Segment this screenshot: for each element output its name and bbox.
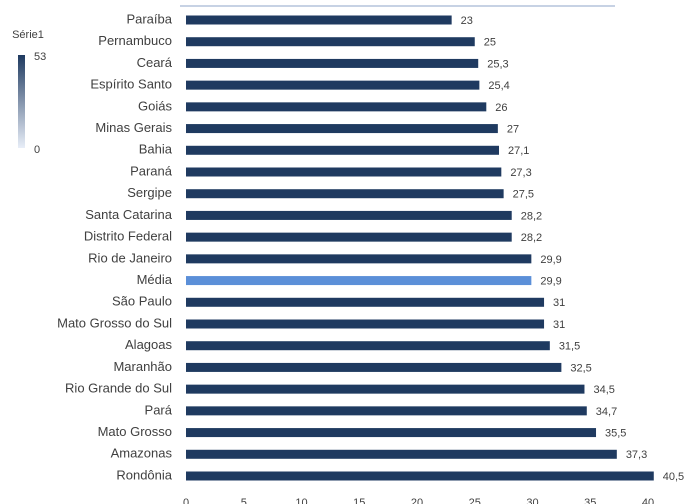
value-label: 25,4 [488, 80, 509, 92]
y-tick-label: Pará [145, 402, 173, 417]
value-label: 31,5 [559, 341, 580, 353]
bar [186, 167, 502, 177]
x-tick-label: 30 [526, 497, 538, 504]
bar [186, 341, 550, 351]
bar [186, 276, 532, 286]
x-tick-label: 10 [295, 497, 307, 504]
legend-max: 53 [34, 51, 46, 63]
value-label: 31 [553, 319, 565, 331]
legend-gradient [18, 55, 25, 148]
bar [186, 58, 479, 68]
bar [186, 124, 498, 134]
y-tick-label: Santa Catarina [85, 207, 172, 222]
value-label: 25 [484, 37, 496, 49]
value-label: 23 [461, 15, 473, 27]
y-tick-label: Alagoas [125, 337, 172, 352]
x-tick-label: 5 [241, 497, 247, 504]
y-tick-label: Ceará [137, 55, 173, 70]
value-label: 34,5 [593, 384, 614, 396]
y-tick-label: Pernambuco [98, 33, 172, 48]
y-tick-label: Rio de Janeiro [88, 250, 172, 265]
bar [186, 102, 487, 112]
x-tick-label: 15 [353, 497, 365, 504]
value-label: 34,7 [596, 406, 617, 418]
bar [186, 384, 585, 394]
y-tick-label: Paraná [130, 163, 173, 178]
value-label: 25,3 [487, 58, 508, 70]
value-label: 28,2 [521, 210, 542, 222]
value-label: 27,3 [510, 167, 531, 179]
bar [186, 362, 562, 372]
bar [186, 297, 545, 307]
x-tick-label: 40 [642, 497, 654, 504]
value-label: 27,5 [513, 189, 534, 201]
value-label: 28,2 [521, 232, 542, 244]
y-tick-label: Sergipe [127, 185, 172, 200]
y-tick-label: Bahia [139, 142, 173, 157]
bar [186, 15, 452, 25]
y-tick-label: Mato Grosso [98, 424, 172, 439]
bar [186, 37, 475, 47]
value-label: 27 [507, 123, 519, 135]
legend-title: Série1 [12, 29, 44, 41]
y-tick-label: Goiás [138, 98, 172, 113]
y-tick-label: Mato Grosso do Sul [57, 315, 172, 330]
bar [186, 449, 617, 459]
bar [186, 254, 532, 264]
y-tick-label: Maranhão [113, 359, 172, 374]
y-tick-label: Rondônia [116, 467, 172, 482]
y-tick-label: São Paulo [112, 294, 172, 309]
bar [186, 145, 500, 155]
x-tick-label: 25 [469, 497, 481, 504]
bar [186, 232, 512, 242]
bar [186, 189, 504, 199]
bar [186, 428, 597, 438]
bar [186, 406, 587, 416]
bar [186, 471, 654, 481]
bar [186, 319, 545, 329]
x-tick-label: 35 [584, 497, 596, 504]
y-tick-label: Distrito Federal [84, 229, 172, 244]
value-label: 31 [553, 297, 565, 309]
value-label: 37,3 [626, 449, 647, 461]
y-tick-label: Média [137, 272, 173, 287]
value-label: 40,5 [663, 471, 684, 483]
y-tick-label: Paraíba [126, 11, 172, 26]
y-tick-label: Rio Grande do Sul [65, 381, 172, 396]
legend-min: 0 [34, 144, 40, 156]
x-tick-label: 20 [411, 497, 423, 504]
value-label: 32,5 [570, 362, 591, 374]
y-tick-label: Minas Gerais [95, 120, 172, 135]
value-label: 35,5 [605, 427, 626, 439]
y-tick-label: Amazonas [111, 446, 173, 461]
value-label: 26 [495, 102, 507, 114]
bar [186, 80, 480, 90]
bar [186, 210, 512, 220]
x-tick-label: 0 [183, 497, 189, 504]
value-label: 27,1 [508, 145, 529, 157]
value-label: 29,9 [540, 254, 561, 266]
y-tick-label: Espírito Santo [90, 77, 172, 92]
value-label: 29,9 [540, 275, 561, 287]
